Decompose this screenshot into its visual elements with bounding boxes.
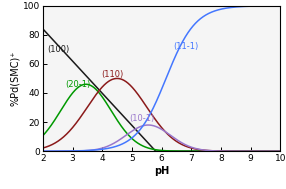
X-axis label: pH: pH	[154, 166, 169, 176]
Y-axis label: %Pd(SMC)⁺: %Pd(SMC)⁺	[10, 51, 20, 106]
Text: (10-1): (10-1)	[129, 114, 154, 123]
Text: (110): (110)	[101, 70, 123, 79]
Text: (20-1): (20-1)	[65, 80, 90, 89]
Text: (100): (100)	[47, 45, 69, 54]
Text: (11-1): (11-1)	[173, 42, 199, 51]
